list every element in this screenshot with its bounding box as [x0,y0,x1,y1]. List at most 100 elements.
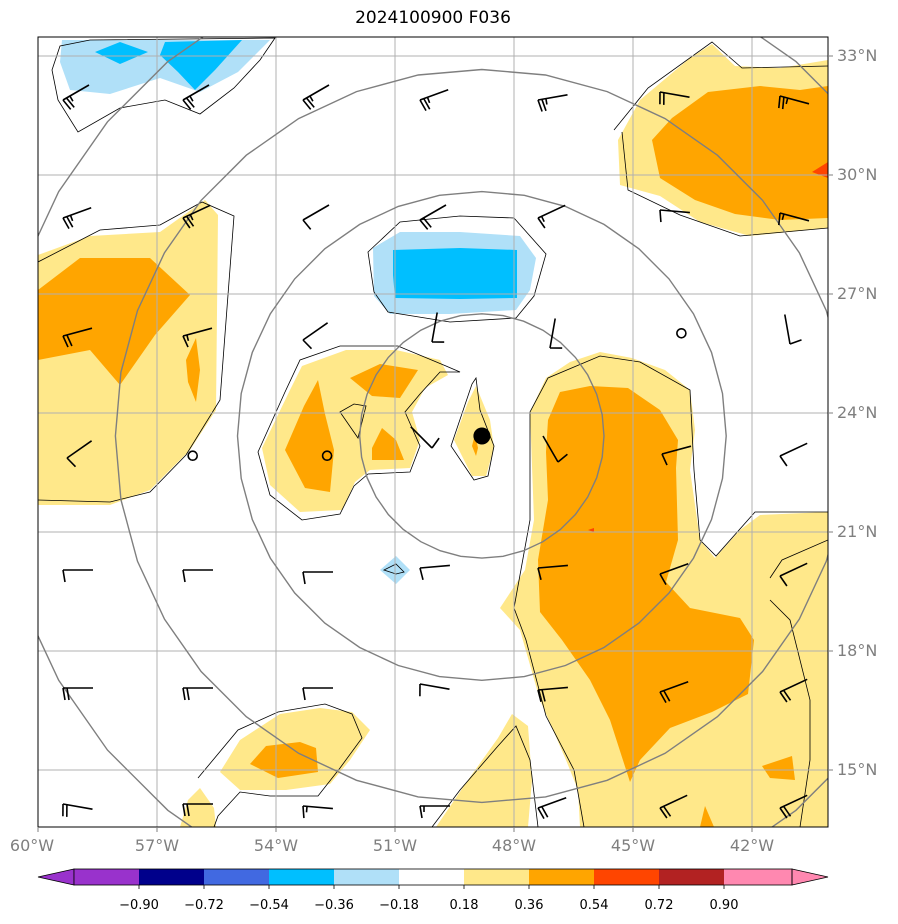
wind-barb [302,84,330,110]
colorbar-segment [594,869,659,885]
wind-barb-shaft [779,95,810,105]
lon-tick-label: 48°W [492,836,536,855]
colorbar-tick-label: 0.72 [645,898,674,913]
wind-barb [419,683,450,697]
wind-barb-feather [659,807,668,819]
wind-barb [182,803,213,817]
pos-region-s2 [180,788,216,827]
wind-barb [182,687,213,701]
wind-barb [659,562,689,585]
wind-barb [410,426,440,449]
wind-barb-feather [66,687,70,701]
wind-barb-feather [419,99,427,111]
colorbar-segment [399,869,464,885]
wind-barb [182,84,210,110]
lon-tick-label: 45°W [611,836,655,855]
wind-barb [659,209,690,223]
wind-barb-feather [305,97,315,108]
pos-peak-ne [812,162,828,178]
wind-barb-feather [659,209,662,223]
map-points [187,327,687,462]
wind-barb-feather [302,99,312,110]
wind-barb-feather [185,97,195,108]
wind-barb [659,794,688,819]
wind-barb-feather [541,806,549,818]
wind-barb [537,796,567,819]
calm-wind-circle [321,450,333,462]
pos-core-se2 [700,806,714,827]
wind-barb [302,571,333,585]
wind-barb-feather [62,569,66,583]
neg-core-center [393,248,517,299]
wind-barb [62,569,93,583]
wind-barb [537,204,566,229]
wind-barb [62,327,93,348]
contour-e2 [769,539,828,579]
wind-barb-half-feather [785,97,789,105]
colorbar-tick-label: 0.54 [580,898,609,913]
wind-barb-shaft [542,435,559,463]
wind-barb-feather [419,219,429,230]
wind-barb [62,206,92,229]
wind-barb [537,686,568,702]
wind-barb-feather [182,687,186,701]
wind-barb-feather [185,215,195,227]
wind-barb-feather [778,212,781,226]
pos-peak-e [588,528,594,532]
range-ring [236,190,727,682]
contour-lines [38,37,828,827]
lon-tick-label: 60°W [10,836,54,855]
wind-barb-feather [659,573,667,585]
wind-barb-shaft [62,327,93,337]
wind-barb-feather [66,457,77,468]
wind-barb [62,687,93,701]
wind-barb-feather [541,689,546,702]
graticule [38,37,828,827]
wind-barb-shaft [537,204,566,219]
wind-barb-feather [62,217,70,229]
calm-wind-circle [676,327,687,339]
lon-tick-label: 42°W [730,836,774,855]
wind-barb-shaft [659,794,688,809]
wind-barb-feather [537,689,542,702]
wind-barb-shaft [62,803,93,810]
wind-barb [784,314,802,345]
wind-barb-shaft [537,564,568,569]
wind-barb-feather [779,455,788,467]
wind-barb-feather [422,217,432,228]
lat-tick-label: 18°N [837,641,877,660]
wind-barb [182,327,213,348]
wind-barb [778,212,810,226]
wind-barb-feather [62,687,66,701]
wind-barb-feather [419,567,424,580]
wind-barb-shaft [182,204,211,219]
wind-barb-shaft [659,680,689,693]
contour-center-warm [257,345,461,521]
wind-barb [431,312,445,343]
wind-barb-feather [182,803,186,817]
wind-barb-half-feather [186,334,190,342]
neg-core-nw1 [95,42,148,64]
wind-barb-shaft [302,805,333,810]
colorbar-segment [724,869,792,885]
wind-barb-shaft [537,686,568,691]
wind-barb-half-feather [69,215,74,222]
wind-barb-feather [789,339,802,345]
shaded-field [38,40,828,827]
colorbar-segment [139,869,204,885]
wind-barb-shaft [419,204,447,221]
colorbar-segment [529,869,594,885]
colorbar-tick-label: 0.90 [710,898,739,913]
wind-barb-feather [302,805,305,819]
wind-barb-feather [662,805,672,817]
wind-barb-feather [62,335,69,348]
colorbar-extend-high [791,868,829,886]
plot-frame [37,36,829,828]
wind-barb-feather [541,99,547,112]
wind-barb [542,435,568,463]
wind-barb-shaft [537,94,568,101]
wind-barb-shaft [659,91,690,98]
wind-barb [779,678,808,703]
pos-core-center-a [285,380,334,492]
wind-barb [549,318,563,349]
